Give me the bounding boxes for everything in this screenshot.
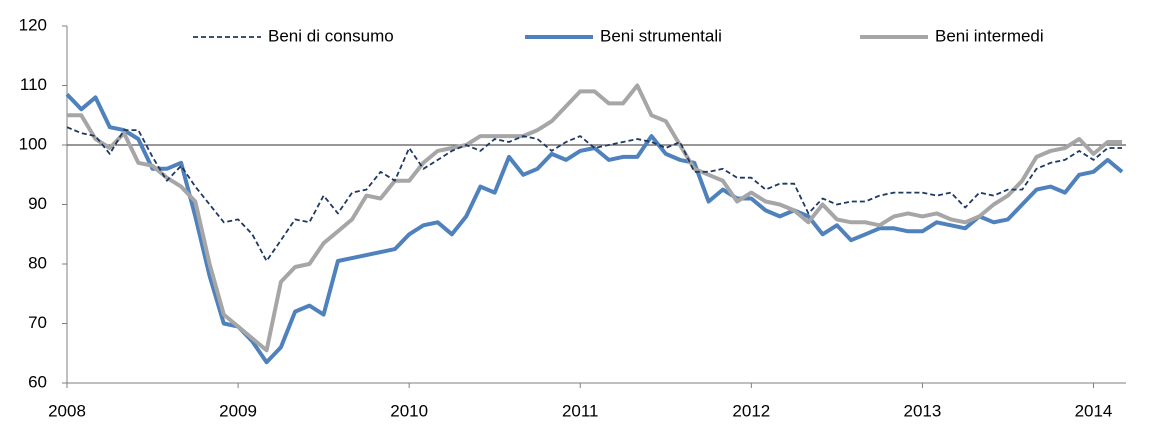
y-tick-label: 100 [19, 134, 47, 153]
x-tick-label: 2013 [903, 401, 941, 420]
series-line [67, 83, 1122, 353]
x-tick-label: 2008 [48, 401, 86, 420]
y-tick-label: 80 [28, 253, 47, 272]
legend-label: Beni strumentali [600, 26, 722, 45]
x-tick-label: 2011 [562, 401, 599, 420]
legend-label: Beni intermedi [935, 26, 1044, 45]
series-line [66, 126, 1122, 262]
x-tick-label: 2009 [219, 401, 257, 420]
y-tick-label: 70 [28, 313, 47, 332]
y-tick-label: 120 [19, 15, 47, 34]
x-tick-label: 2010 [390, 401, 428, 420]
legend-label: Beni di consumo [268, 26, 394, 45]
x-tick-label: 2012 [732, 401, 770, 420]
y-tick-label: 90 [28, 194, 47, 213]
y-tick-label: 110 [20, 75, 47, 94]
y-tick-label: 60 [28, 372, 47, 391]
x-tick-label: 2014 [1075, 401, 1113, 420]
series-line [65, 93, 1124, 365]
